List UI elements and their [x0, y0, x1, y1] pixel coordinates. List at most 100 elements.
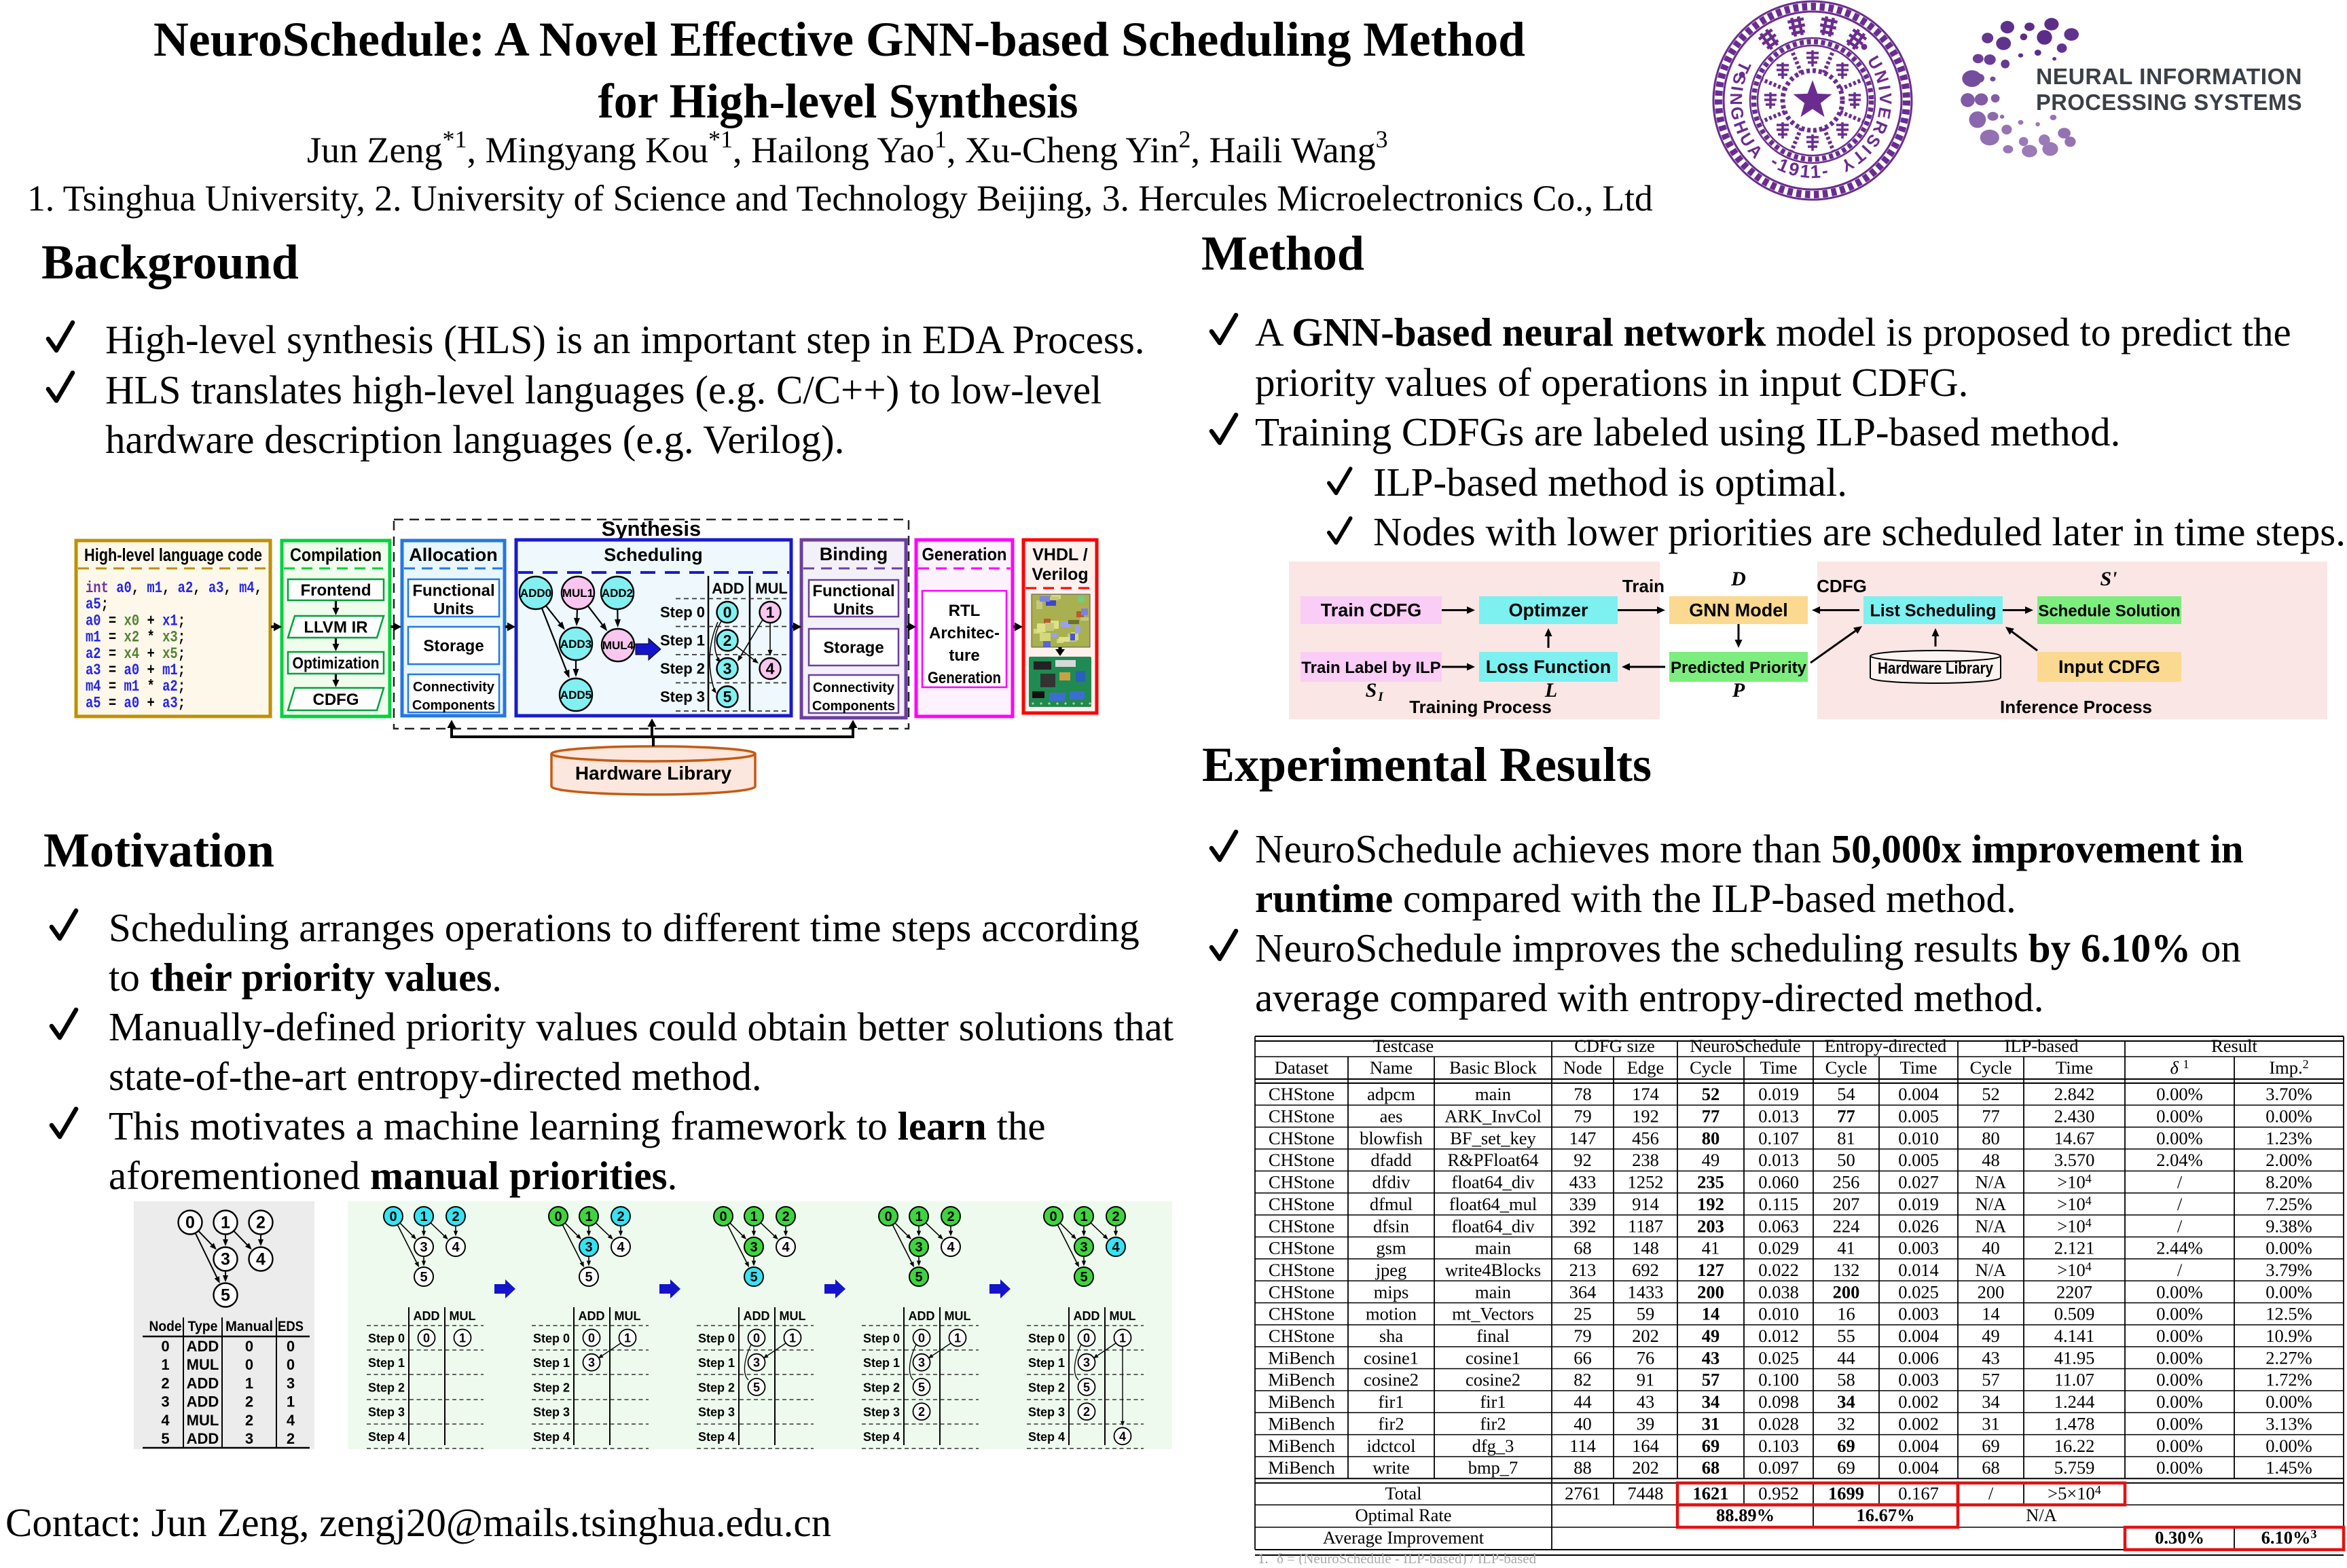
svg-text:200: 200 — [1833, 1281, 1860, 1302]
svg-text:2: 2 — [256, 1214, 266, 1233]
svg-text:52: 52 — [1702, 1084, 1720, 1104]
svg-text:1: 1 — [789, 1332, 796, 1345]
svg-text:3: 3 — [161, 1393, 169, 1410]
svg-text:34: 34 — [1837, 1391, 1855, 1412]
svg-text:Cycle: Cycle — [1970, 1057, 2012, 1078]
svg-text:5: 5 — [750, 1270, 757, 1285]
svg-text:0.027: 0.027 — [1898, 1172, 1939, 1192]
svg-text:0.004: 0.004 — [1898, 1436, 1939, 1456]
svg-text:Synthesis: Synthesis — [602, 517, 701, 541]
svg-text:81: 81 — [1837, 1128, 1855, 1148]
svg-text:VHDL /: VHDL / — [1032, 545, 1088, 564]
svg-text:float64_mul: float64_mul — [1449, 1194, 1538, 1214]
svg-text:0.014: 0.014 — [1898, 1260, 1939, 1280]
svg-text:3: 3 — [1083, 1356, 1090, 1370]
svg-text:ADD: ADD — [187, 1338, 219, 1355]
svg-text:364: 364 — [1569, 1281, 1597, 1302]
svg-text:S': S' — [2100, 568, 2117, 590]
svg-text:5: 5 — [161, 1430, 169, 1447]
svg-text:cosine2: cosine2 — [1466, 1370, 1521, 1390]
svg-text:Experimental Results: Experimental Results — [1202, 737, 1652, 792]
svg-text:192: 192 — [1697, 1194, 1724, 1214]
svg-text:Nodes with lower priorities ar: Nodes with lower priorities are schedule… — [1373, 509, 2346, 554]
svg-text:69: 69 — [1837, 1457, 1855, 1478]
svg-text:Motivation: Motivation — [43, 823, 274, 877]
svg-text:for High-level Synthesis: for High-level Synthesis — [598, 75, 1078, 128]
svg-text:CDFG: CDFG — [313, 691, 359, 709]
svg-text:0: 0 — [161, 1338, 169, 1355]
svg-text:392: 392 — [1569, 1216, 1597, 1236]
svg-text:2: 2 — [1083, 1405, 1090, 1419]
svg-text:4: 4 — [256, 1250, 266, 1269]
svg-text:2: 2 — [245, 1412, 253, 1429]
svg-text:2: 2 — [245, 1393, 253, 1410]
svg-text:3: 3 — [420, 1240, 427, 1255]
svg-text:88.89%: 88.89% — [1716, 1505, 1775, 1525]
svg-text:55: 55 — [1837, 1326, 1855, 1346]
svg-text:MiBench: MiBench — [1268, 1391, 1335, 1412]
svg-text:Units: Units — [833, 600, 874, 619]
svg-text:202: 202 — [1632, 1457, 1659, 1478]
svg-text:priority values of operations: priority values of operations in input C… — [1255, 360, 1968, 405]
svg-text:a5;: a5; — [86, 596, 109, 614]
svg-text:Basic Block: Basic Block — [1449, 1057, 1538, 1078]
svg-text:Time: Time — [1760, 1057, 1798, 1078]
svg-text:N/A: N/A — [1976, 1172, 2007, 1192]
svg-text:CHStone: CHStone — [1269, 1216, 1334, 1236]
svg-text:Hardware Library: Hardware Library — [1878, 659, 1994, 678]
svg-text:3: 3 — [1080, 1240, 1087, 1255]
svg-text:This motivates a machine learn: This motivates a machine learning framew… — [109, 1104, 1046, 1148]
svg-text:0.005: 0.005 — [1898, 1150, 1939, 1170]
svg-text:float64_div: float64_div — [1451, 1216, 1535, 1236]
svg-text:0.00%: 0.00% — [2266, 1106, 2312, 1127]
svg-text:3: 3 — [753, 1356, 760, 1370]
svg-text:14: 14 — [1982, 1304, 2000, 1324]
svg-text:77: 77 — [1702, 1106, 1720, 1127]
svg-text:Step 3: Step 3 — [660, 689, 705, 706]
svg-text:ADD: ADD — [187, 1430, 219, 1447]
svg-text:0.00%: 0.00% — [2156, 1391, 2202, 1412]
svg-text:44: 44 — [1573, 1391, 1592, 1412]
svg-text:0.509: 0.509 — [2054, 1304, 2095, 1324]
svg-text:44: 44 — [1837, 1347, 1855, 1368]
svg-text:Binding: Binding — [820, 544, 888, 564]
svg-text:LLVM IR: LLVM IR — [304, 619, 367, 637]
svg-text:Input CDFG: Input CDFG — [2058, 657, 2160, 677]
svg-text:68: 68 — [1573, 1238, 1592, 1258]
svg-text:82: 82 — [1573, 1370, 1592, 1390]
svg-text:fir2: fir2 — [1378, 1413, 1404, 1434]
svg-text:68: 68 — [1702, 1457, 1720, 1478]
svg-text:0.00%: 0.00% — [2156, 1457, 2202, 1478]
svg-text:0.103: 0.103 — [1758, 1436, 1799, 1456]
svg-text:1: 1 — [915, 1209, 922, 1224]
svg-text:1.23%: 1.23% — [2266, 1128, 2312, 1148]
svg-text:Step 4: Step 4 — [533, 1430, 570, 1444]
svg-text:80: 80 — [1982, 1128, 2000, 1148]
svg-text:ADD: ADD — [414, 1309, 440, 1323]
svg-text:Storage: Storage — [423, 637, 484, 655]
svg-text:Step 1: Step 1 — [1028, 1356, 1065, 1370]
svg-text:Step 4: Step 4 — [698, 1430, 735, 1444]
svg-text:34: 34 — [1982, 1391, 2000, 1412]
svg-text:Manual: Manual — [225, 1319, 273, 1334]
svg-text:0: 0 — [554, 1209, 562, 1224]
svg-text:2: 2 — [1112, 1209, 1119, 1224]
svg-text:N/A: N/A — [1976, 1260, 2007, 1280]
svg-text:Verilog: Verilog — [1032, 565, 1088, 584]
svg-text:NEURAL INFORMATION: NEURAL INFORMATION — [2036, 64, 2302, 89]
svg-text:Optimization: Optimization — [293, 655, 380, 673]
svg-text:idctcol: idctcol — [1366, 1436, 1415, 1456]
svg-text:0.003: 0.003 — [1898, 1370, 1939, 1390]
svg-text:0.002: 0.002 — [1898, 1391, 1939, 1412]
svg-text:1.72%: 1.72% — [2266, 1370, 2312, 1390]
svg-text:91: 91 — [1637, 1370, 1655, 1390]
svg-text:40: 40 — [1573, 1413, 1592, 1434]
svg-text:0: 0 — [185, 1214, 195, 1233]
svg-text:0: 0 — [245, 1338, 253, 1355]
svg-text:164: 164 — [1632, 1436, 1659, 1456]
svg-text:0.00%: 0.00% — [2156, 1326, 2202, 1346]
svg-text:88: 88 — [1573, 1457, 1592, 1478]
svg-text:Step 0: Step 0 — [660, 604, 705, 621]
svg-text:Edge: Edge — [1627, 1057, 1664, 1078]
svg-text:Entropy-directed: Entropy-directed — [1825, 1036, 1947, 1056]
